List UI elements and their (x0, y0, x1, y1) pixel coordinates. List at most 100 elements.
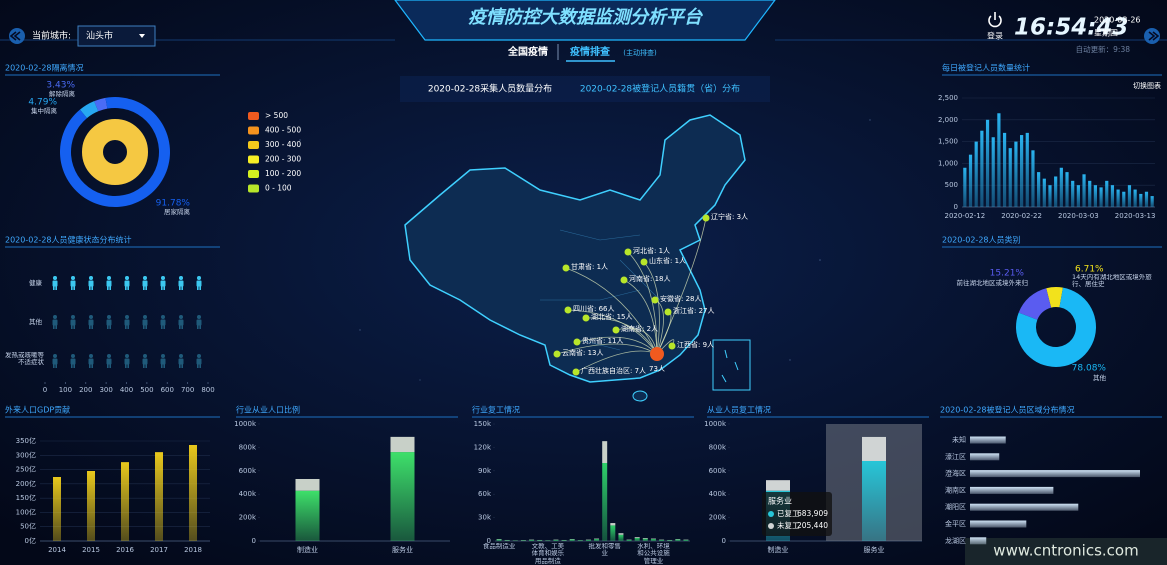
login-icon (988, 15, 1002, 28)
bar (1088, 180, 1092, 207)
bar (766, 480, 790, 491)
map-point-label: 河北省: 1人 (633, 246, 670, 255)
y-tick-label: 2,500 (938, 94, 958, 102)
legend-label: 400 - 500 (265, 126, 301, 135)
x-tick-label: 2020-02-12 (944, 212, 985, 220)
flow-line (627, 251, 658, 355)
clock-weekday: 星期四 (1094, 29, 1118, 38)
forward-icon (1148, 31, 1160, 41)
map-title-bar (400, 76, 770, 102)
map-point-label: 湖北省: 15人 (591, 312, 633, 321)
slice-value: 78.08% (1072, 364, 1107, 374)
forward-button[interactable] (1144, 28, 1160, 44)
bar (1099, 187, 1103, 207)
bar (862, 436, 886, 461)
legend-label: > 500 (265, 111, 288, 120)
city-label: 当前城市: (32, 30, 71, 42)
slice-name: 集中隔离 (31, 106, 58, 115)
x-tick-label: 200 (79, 386, 92, 394)
y-tick-label: 60k (478, 490, 492, 498)
y-tick-label: 其他 (29, 317, 43, 326)
panel-title: 从业人员复工情况 (707, 405, 771, 415)
y-tick-label: 2,000 (938, 116, 958, 124)
y-tick-label: 健康 (29, 278, 43, 287)
bar (561, 540, 567, 541)
bar (991, 137, 995, 207)
map-point-label: 安徽省: 28人 (660, 294, 702, 303)
tab-active[interactable]: 疫情排查 (570, 45, 611, 58)
bar (1048, 185, 1052, 207)
y-tick-label: 1000k (704, 420, 727, 428)
panel-title: 行业复工情况 (472, 405, 520, 415)
map-point (562, 264, 570, 272)
bar (520, 540, 526, 541)
x-tick-label: 2020-02-22 (1001, 212, 1042, 220)
y-tick-label: 100亿 (16, 507, 36, 516)
china-outline (404, 114, 746, 383)
bar (642, 538, 648, 541)
donut-slice (1018, 288, 1052, 320)
bar (295, 478, 320, 491)
y-tick-label: 250亿 (16, 465, 36, 474)
login-button[interactable]: 登录 (987, 12, 1003, 41)
bar (970, 503, 1079, 511)
bar (87, 471, 95, 541)
bar (634, 537, 640, 538)
bar (862, 460, 886, 541)
y-tick-label: 600k (709, 467, 727, 475)
city-select[interactable] (77, 25, 156, 47)
bar (970, 453, 1000, 461)
panel-title: 2020-02-28被登记人员区域分布情况 (940, 405, 1075, 415)
y-tick-label: 0 (954, 203, 958, 211)
bar (970, 470, 1140, 478)
bar (496, 539, 502, 541)
tooltip-value: 205,440 (797, 521, 828, 530)
x-tick-label-box: 文教、工美体育和娱乐用品制造 (532, 543, 565, 565)
legend-label: 200 - 300 (265, 155, 301, 164)
map-point (572, 368, 580, 376)
bar (970, 537, 987, 545)
stars (299, 119, 871, 381)
bar (1042, 178, 1046, 207)
bar (1110, 185, 1115, 207)
x-tick-label: 制造业 (297, 545, 318, 554)
slice-name: 其他 (1093, 373, 1107, 382)
y-tick-label: 90k (478, 467, 492, 475)
donut-slice (1016, 287, 1096, 367)
south-sea-islands (721, 349, 739, 383)
tab[interactable]: 全国疫情 (507, 45, 548, 58)
map-point (573, 338, 581, 346)
back-button[interactable] (9, 28, 25, 44)
map-point (651, 296, 659, 304)
y-tick-label: 濠江区 (945, 452, 966, 461)
bar (537, 540, 543, 541)
auto-update: 自动更新：9:38 (1076, 44, 1131, 54)
bar (968, 154, 973, 207)
tooltip-title: 服务业 (768, 496, 792, 506)
x-tick-label: 0 (43, 386, 47, 394)
donut-slice (1046, 287, 1063, 308)
map-title: 2020-02-28采集人员数量分布 (428, 83, 552, 95)
legend-label: 0 - 100 (265, 184, 292, 193)
y-tick-label: 600k (239, 467, 257, 475)
bar (626, 539, 632, 541)
bar (1037, 172, 1041, 207)
y-tick-label: 潮阳区 (945, 502, 966, 511)
bar (970, 520, 1027, 528)
y-tick-label: 50亿 (20, 522, 36, 531)
bar (53, 477, 61, 541)
switch-chart-button[interactable]: 切换图表 (1133, 81, 1161, 90)
tooltip-swatch (768, 523, 774, 529)
bar (1076, 185, 1080, 207)
tooltip-name: 已复工 (777, 508, 800, 518)
bar (602, 441, 608, 463)
flow-line (585, 317, 658, 355)
y-tick-label: 400k (709, 490, 727, 498)
bar (634, 537, 640, 541)
x-tick-label: 食品制造业 (482, 543, 516, 550)
y-tick-label: 1000k (234, 420, 257, 428)
y-tick-label: 龙湖区 (945, 536, 966, 545)
legend-swatch (248, 126, 259, 135)
bar (594, 539, 600, 541)
map-point-label: 湖南省: 2人 (621, 324, 658, 333)
